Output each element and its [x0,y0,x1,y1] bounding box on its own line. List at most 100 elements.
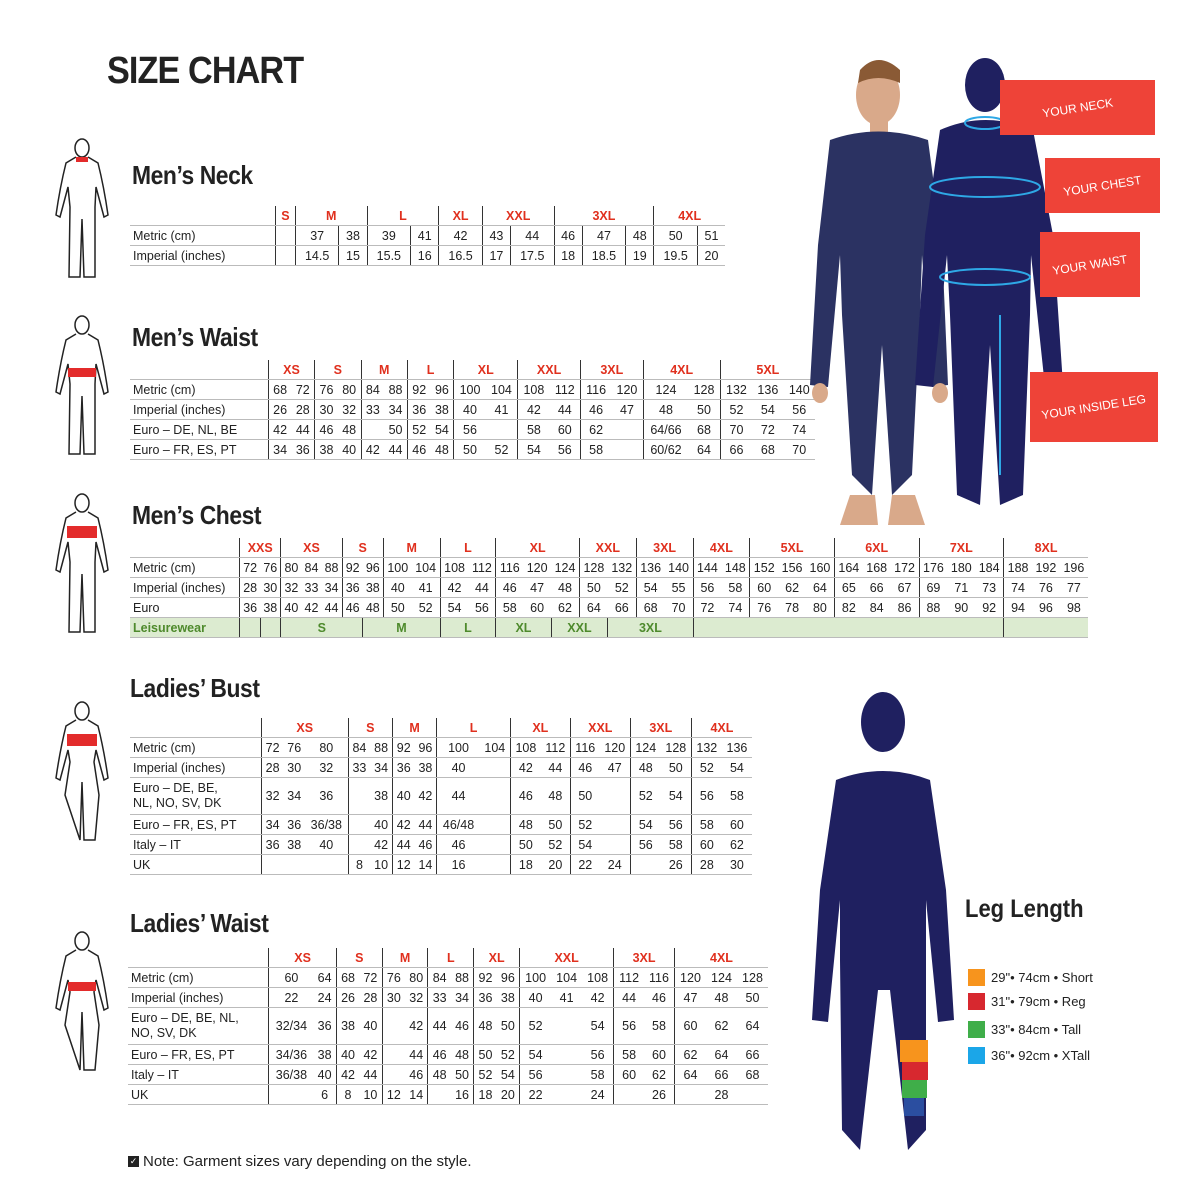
table-cell: 40 [313,1064,337,1085]
table-cell: 52 [485,439,518,460]
table-cell: 136 [752,379,784,400]
table-cell: 34 [267,439,292,460]
table-cell: 47 [599,757,631,778]
size-label: 4XL [692,538,750,558]
table-cell: 60 [549,419,581,440]
table-cell [479,814,511,835]
table-cell: 34 [321,577,343,598]
size-label: XS [267,360,315,380]
leg-length-label: 29"• 74cm • Short [991,970,1093,985]
table-cell: 41 [410,225,439,246]
table-cell: 36 [391,757,415,778]
table-row: Imperial (inches) 22 24 26 28 30 32 33 34 36 38 40 4… [128,987,768,1008]
table-cell: 50 [660,757,692,778]
size-label: S [341,538,384,558]
size-label: M [360,360,408,380]
size-label: 4XL [653,206,725,226]
size-label: M [381,948,428,968]
table-cell: 62 [551,597,580,618]
table-cell: 62 [721,834,752,855]
table-cell: 38 [414,757,437,778]
table-cell: 58 [644,1007,675,1045]
table-cell: 58 [517,419,550,440]
table-cell: 17 [481,245,511,266]
ladies-waist-title: Ladies’ Waist [130,908,269,938]
table-cell: 76 [283,737,306,758]
table-cell: 48 [642,399,689,420]
table-cell: 47 [523,577,552,598]
table-cell: 32 [260,777,284,815]
table-cell: 62 [673,1044,707,1065]
table-cell: 132 [719,379,753,400]
table-row: Euro – DE, BE, NL, NO, SV, DK 32/34 36 38 40 4… [128,1007,768,1045]
table-cell [305,854,349,875]
table-cell: 92 [391,737,415,758]
table-cell: 58 [495,597,524,618]
table-cell: 46 [569,757,600,778]
size-label: XL [495,538,580,558]
table-cell: 30 [381,987,406,1008]
table-cell: 36/38 [305,814,349,835]
table-cell [268,1084,314,1105]
size-label: XXL [578,538,637,558]
table-cell: 32 [280,577,302,598]
size-header-row: XS S M L XL XXL 3XL 4XL [128,948,768,968]
table-cell [275,225,296,246]
leisurewear-size: XXL [550,617,608,638]
table-cell: 120 [673,967,707,988]
body-outline-icon [55,493,109,633]
table-cell: 43 [481,225,511,246]
table-cell: 70 [664,597,693,618]
table-cell: 108 [509,737,541,758]
table-row: Italy – IT 36 38 40 42 44 46 46 50 52 54 56 58 60 62 [130,834,752,855]
leisurewear-size [239,617,261,638]
table-cell: 32/34 [268,1007,314,1045]
table-cell: 92 [473,967,497,988]
table-cell [551,1064,583,1085]
table-cell: 44 [549,399,581,420]
table-cell: 44 [509,225,555,246]
table-cell: 74 [1003,577,1032,598]
table-cell: 54 [721,757,752,778]
table-cell: 41 [485,399,518,420]
table-cell: 44 [427,1007,451,1045]
table-cell: 88 [918,597,948,618]
size-label: 3XL [553,206,654,226]
table-cell: 38 [335,1007,360,1045]
table-cell: 42 [370,834,393,855]
table-cell [347,777,371,815]
row-label: Italy – IT [130,834,262,855]
table-cell: 48 [706,987,737,1008]
table-row: Euro 36 38 40 42 44 46 48 50 52 54 56 58 60 62 64 66 68 70… [130,597,1088,618]
size-label: M [391,718,437,738]
table-cell: 58 [613,1044,645,1065]
table-cell: 65 [833,577,863,598]
table-cell [599,814,631,835]
row-label: Imperial (inches) [128,987,270,1008]
table-cell: 40 [519,987,552,1008]
size-header-row: XS S M L XL XXL 3XL 4XL [130,718,752,738]
table-cell: 52 [719,399,753,420]
table-cell: 88 [450,967,474,988]
table-cell: 56 [549,439,581,460]
table-cell: 120 [599,737,631,758]
table-cell: 34 [450,987,474,1008]
table-cell: 50 [578,577,608,598]
table-cell: 40 [359,1007,383,1045]
table-cell: 116 [569,737,600,758]
table-cell [479,777,511,815]
row-label: Imperial (inches) [130,399,269,420]
size-label: 4XL [690,718,752,738]
table-cell: 28 [706,1084,737,1105]
table-cell: 56 [629,834,661,855]
table-cell: 36 [406,399,431,420]
table-cell: 50 [509,834,541,855]
row-label: Metric (cm) [130,737,262,758]
table-cell: 58 [690,814,722,835]
leg-length-title: Leg Length [965,895,1084,923]
table-cell: 76 [314,379,338,400]
table-cell [347,814,371,835]
mens-neck-table: S M L XL XXL 3XL 4XL Metric (cm) 37 38 39 41 42 43 44 4… [130,206,725,266]
table-cell: 50 [688,399,721,420]
table-row: Metric (cm) 72 76 80 84 88 92 96 100 104 108 112 116… [130,737,752,758]
